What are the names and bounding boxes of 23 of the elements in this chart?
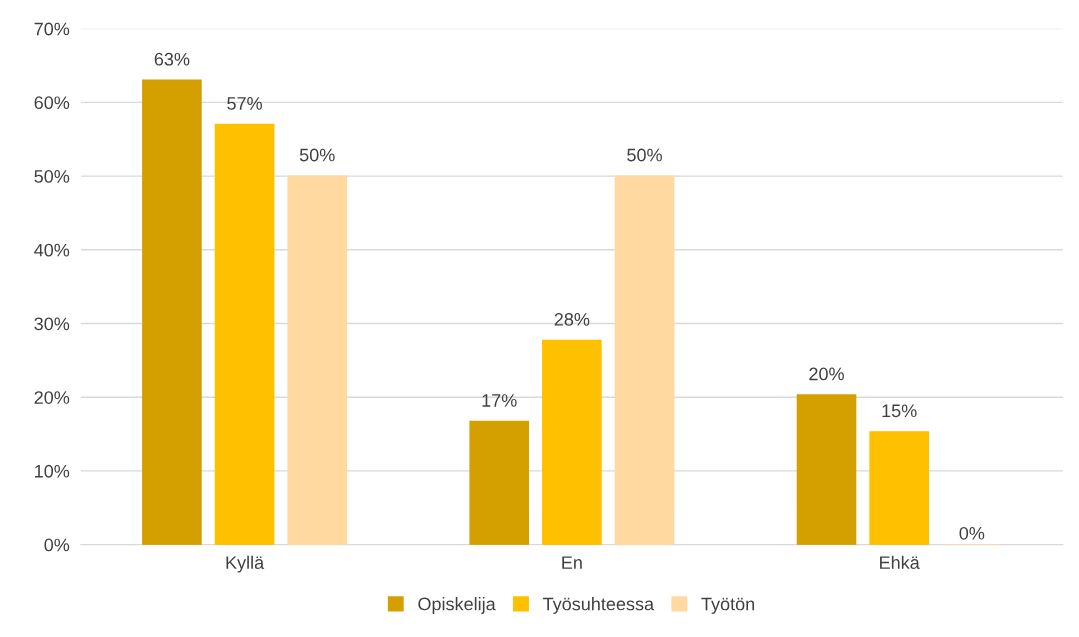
y-tick-label: 50% [34,170,70,183]
y-tick-label: 70% [34,22,70,36]
legend-label: Työtön [701,597,755,614]
data-label: 57% [227,97,262,110]
data-label: 63% [154,52,190,66]
data-label: 20% [809,367,844,381]
y-tick-label: 30% [34,317,70,331]
y-tick-label: 0% [44,538,70,552]
y-tick-label: 20% [34,391,70,404]
data-label: 17% [482,394,517,407]
data-label: 50% [299,148,335,162]
data-label: 28% [554,312,590,326]
data-label: 15% [882,404,917,418]
data-label: 50% [627,148,662,162]
data-label: 0% [959,526,985,540]
x-tick-label: Kyllä [226,555,265,573]
x-tick-label: En [562,556,582,569]
x-tick-label: Ehkä [880,555,920,570]
y-tick-label: 10% [35,464,70,478]
y-tick-label: 60% [34,96,70,110]
legend-label: Työsuhteessa [543,597,655,614]
legend-label: Opiskelija [418,597,496,614]
y-tick-label: 40% [34,243,70,257]
